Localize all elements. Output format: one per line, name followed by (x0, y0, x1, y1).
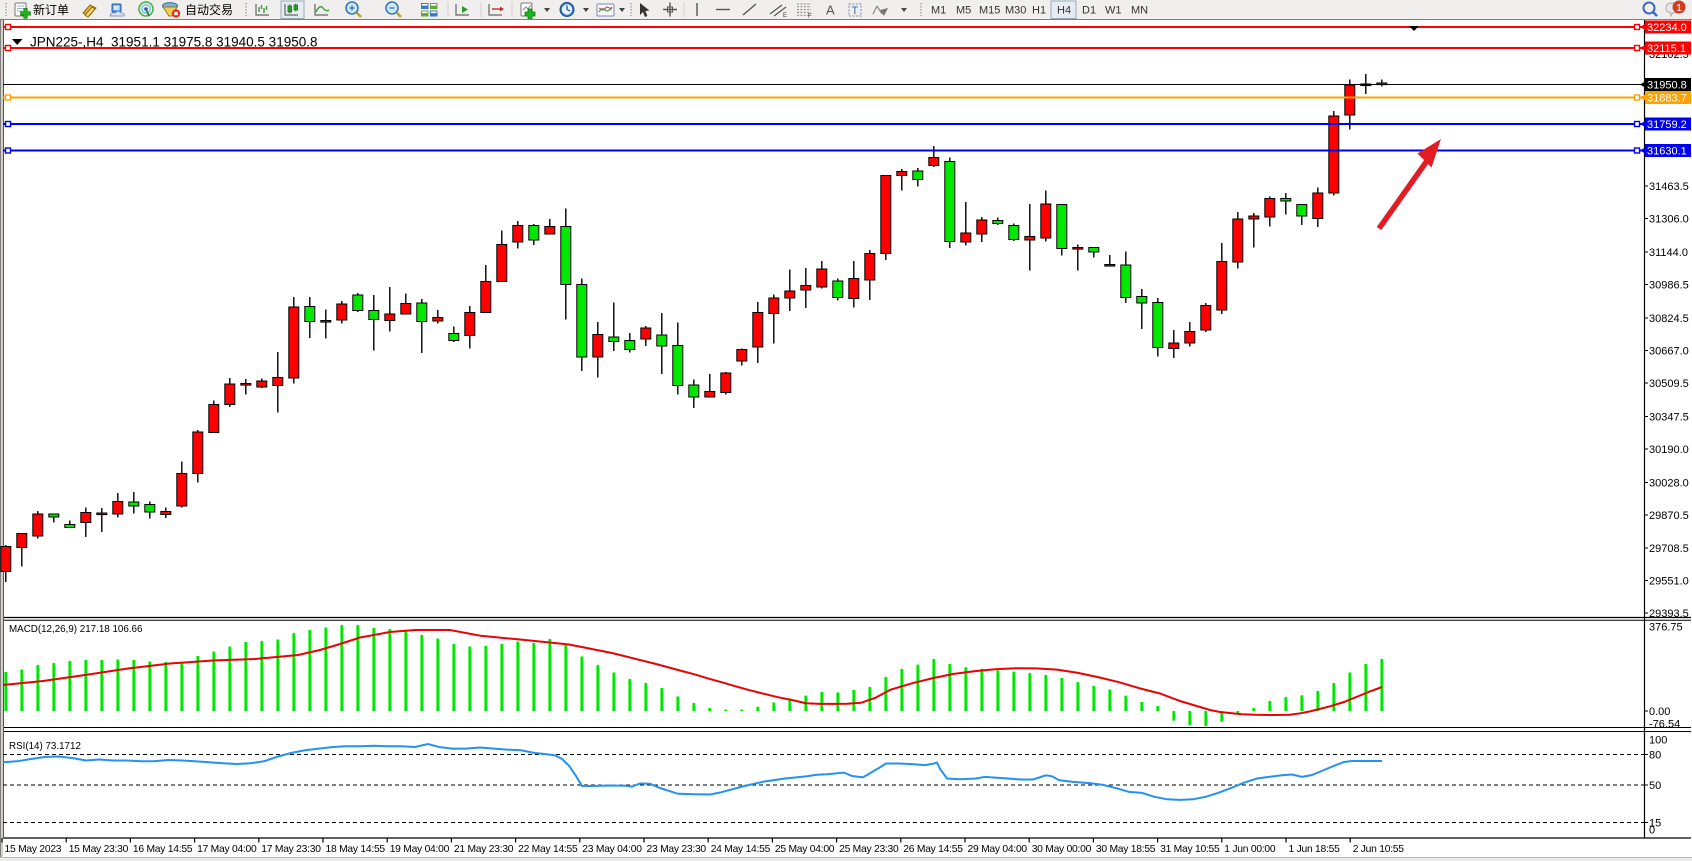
svg-text:29708.5: 29708.5 (1649, 543, 1689, 555)
svg-text:19 May 04:00: 19 May 04:00 (390, 844, 450, 855)
svg-text:30190.0: 30190.0 (1649, 444, 1689, 456)
svg-text:26 May 14:55: 26 May 14:55 (903, 844, 963, 855)
svg-text:E: E (783, 13, 787, 19)
svg-text:30509.5: 30509.5 (1649, 378, 1689, 390)
svg-text:29393.5: 29393.5 (1649, 608, 1689, 620)
svg-text:32234.0: 32234.0 (1647, 22, 1687, 34)
svg-text:31306.0: 31306.0 (1649, 213, 1689, 225)
svg-text:50: 50 (1649, 780, 1661, 792)
svg-text:15: 15 (1649, 817, 1661, 829)
svg-text:30 May 00:00: 30 May 00:00 (1032, 844, 1092, 855)
svg-text:30028.0: 30028.0 (1649, 477, 1689, 489)
svg-text:D1: D1 (1082, 5, 1096, 17)
svg-text:M5: M5 (956, 5, 971, 17)
svg-text:30824.5: 30824.5 (1649, 313, 1689, 325)
svg-text:30986.5: 30986.5 (1649, 279, 1689, 291)
svg-text:32115.1: 32115.1 (1647, 43, 1686, 55)
svg-text:18 May 14:55: 18 May 14:55 (326, 844, 386, 855)
svg-text:24 May 14:55: 24 May 14:55 (711, 844, 771, 855)
svg-text:31759.2: 31759.2 (1647, 119, 1687, 131)
svg-text:31463.5: 31463.5 (1649, 181, 1689, 193)
svg-text:29 May 04:00: 29 May 04:00 (968, 844, 1028, 855)
svg-text:29870.5: 29870.5 (1649, 510, 1689, 522)
svg-text:31630.1: 31630.1 (1647, 145, 1687, 157)
svg-text:H4: H4 (1057, 5, 1071, 17)
svg-text:100: 100 (1649, 735, 1667, 747)
svg-text:23 May 23:30: 23 May 23:30 (647, 844, 707, 855)
svg-text:17 May 23:30: 17 May 23:30 (261, 844, 321, 855)
svg-text:M15: M15 (979, 5, 1000, 17)
svg-text:2 Jun 10:55: 2 Jun 10:55 (1353, 844, 1405, 855)
svg-text:自动交易: 自动交易 (185, 2, 233, 17)
svg-text:80: 80 (1649, 749, 1661, 761)
svg-text:1 Jun 00:00: 1 Jun 00:00 (1224, 844, 1276, 855)
svg-text:30 May 18:55: 30 May 18:55 (1096, 844, 1156, 855)
svg-text:MACD(12,26,9) 217.18 106.66: MACD(12,26,9) 217.18 106.66 (9, 624, 143, 635)
svg-text:31 May 10:55: 31 May 10:55 (1160, 844, 1220, 855)
svg-text:23 May 04:00: 23 May 04:00 (582, 844, 642, 855)
svg-text:31883.7: 31883.7 (1647, 92, 1687, 104)
svg-text:1: 1 (1676, 2, 1682, 14)
svg-text:15 May 23:30: 15 May 23:30 (69, 844, 129, 855)
svg-text:A: A (826, 3, 835, 18)
svg-text:25 May 23:30: 25 May 23:30 (839, 844, 899, 855)
svg-text:376.75: 376.75 (1649, 621, 1683, 633)
svg-text:新订单: 新订单 (33, 2, 69, 17)
svg-text:21 May 23:30: 21 May 23:30 (454, 844, 514, 855)
svg-text:F: F (808, 14, 812, 20)
svg-text:JPN225-,H4 31951.1 31975.8 31: JPN225-,H4 31951.1 31975.8 31940.5 31950… (30, 35, 317, 50)
svg-text:H1: H1 (1032, 5, 1046, 17)
svg-text:17 May 04:00: 17 May 04:00 (197, 844, 257, 855)
svg-text:31144.0: 31144.0 (1649, 247, 1688, 259)
svg-text:29551.0: 29551.0 (1649, 575, 1689, 587)
svg-text:25 May 04:00: 25 May 04:00 (775, 844, 835, 855)
svg-text:MN: MN (1131, 5, 1148, 17)
svg-text:31950.8: 31950.8 (1647, 79, 1687, 91)
svg-text:30667.0: 30667.0 (1649, 345, 1689, 357)
svg-text:0: 0 (1649, 824, 1655, 836)
svg-text:16 May 14:55: 16 May 14:55 (133, 844, 193, 855)
svg-text:M1: M1 (931, 5, 946, 17)
svg-text:1 Jun 18:55: 1 Jun 18:55 (1289, 844, 1341, 855)
svg-text:RSI(14) 73.1712: RSI(14) 73.1712 (9, 741, 81, 752)
svg-text:T: T (852, 5, 859, 17)
svg-text:-76.54: -76.54 (1649, 718, 1680, 730)
svg-text:M30: M30 (1005, 5, 1026, 17)
svg-text:0.00: 0.00 (1649, 706, 1670, 718)
svg-text:W1: W1 (1105, 5, 1122, 17)
svg-text:30347.5: 30347.5 (1649, 411, 1689, 423)
svg-text:22 May 14:55: 22 May 14:55 (518, 844, 578, 855)
svg-text:15 May 2023: 15 May 2023 (5, 844, 62, 855)
